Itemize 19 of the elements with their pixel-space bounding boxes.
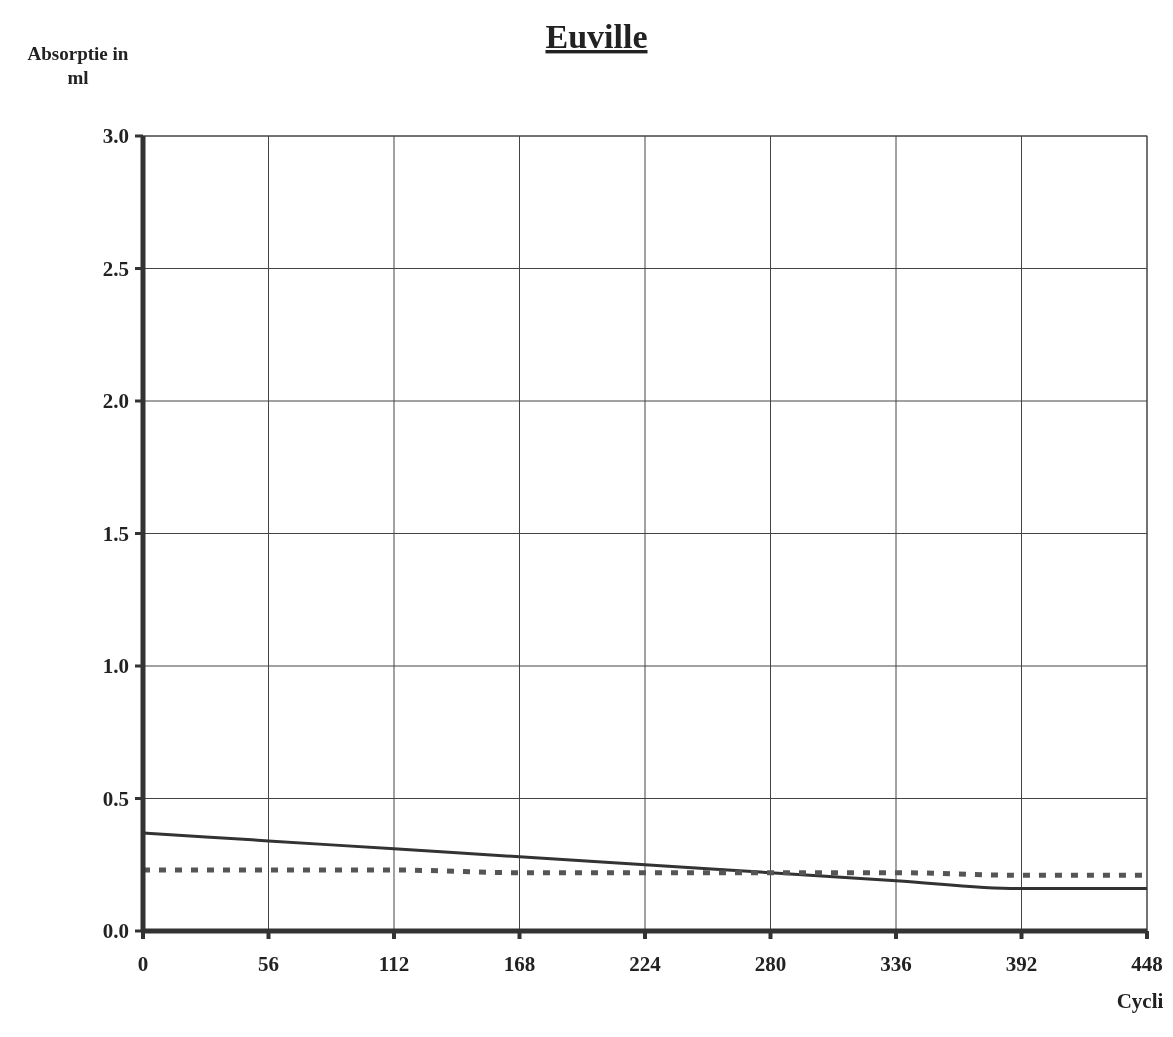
y-tick-label: 0.0 [102, 919, 129, 943]
y-axis-title: Absorptie in ml [27, 43, 129, 88]
x-tick-label: 56 [258, 952, 279, 976]
chart-title: Euville [545, 18, 648, 55]
x-tick-label: 224 [629, 952, 662, 976]
x-tick-label: 392 [1005, 952, 1038, 976]
x-tick-label: 448 [1131, 952, 1163, 976]
x-tick-label: 168 [503, 952, 536, 976]
x-tick-label: 112 [378, 952, 410, 976]
y-tick-label: 0.5 [102, 786, 129, 811]
x-tick-label: 280 [754, 952, 787, 976]
y-tick-label: 1.0 [102, 654, 129, 678]
x-tick-label: 336 [880, 952, 912, 976]
x-axis-title: Cycli [1116, 989, 1164, 1013]
y-tick-label: 2.5 [102, 256, 129, 281]
y-tick-label: 2.0 [102, 389, 129, 413]
y-tick-label: 3.0 [102, 124, 129, 148]
y-tick-label: 1.5 [102, 521, 129, 546]
x-tick-label: 0 [137, 952, 149, 976]
